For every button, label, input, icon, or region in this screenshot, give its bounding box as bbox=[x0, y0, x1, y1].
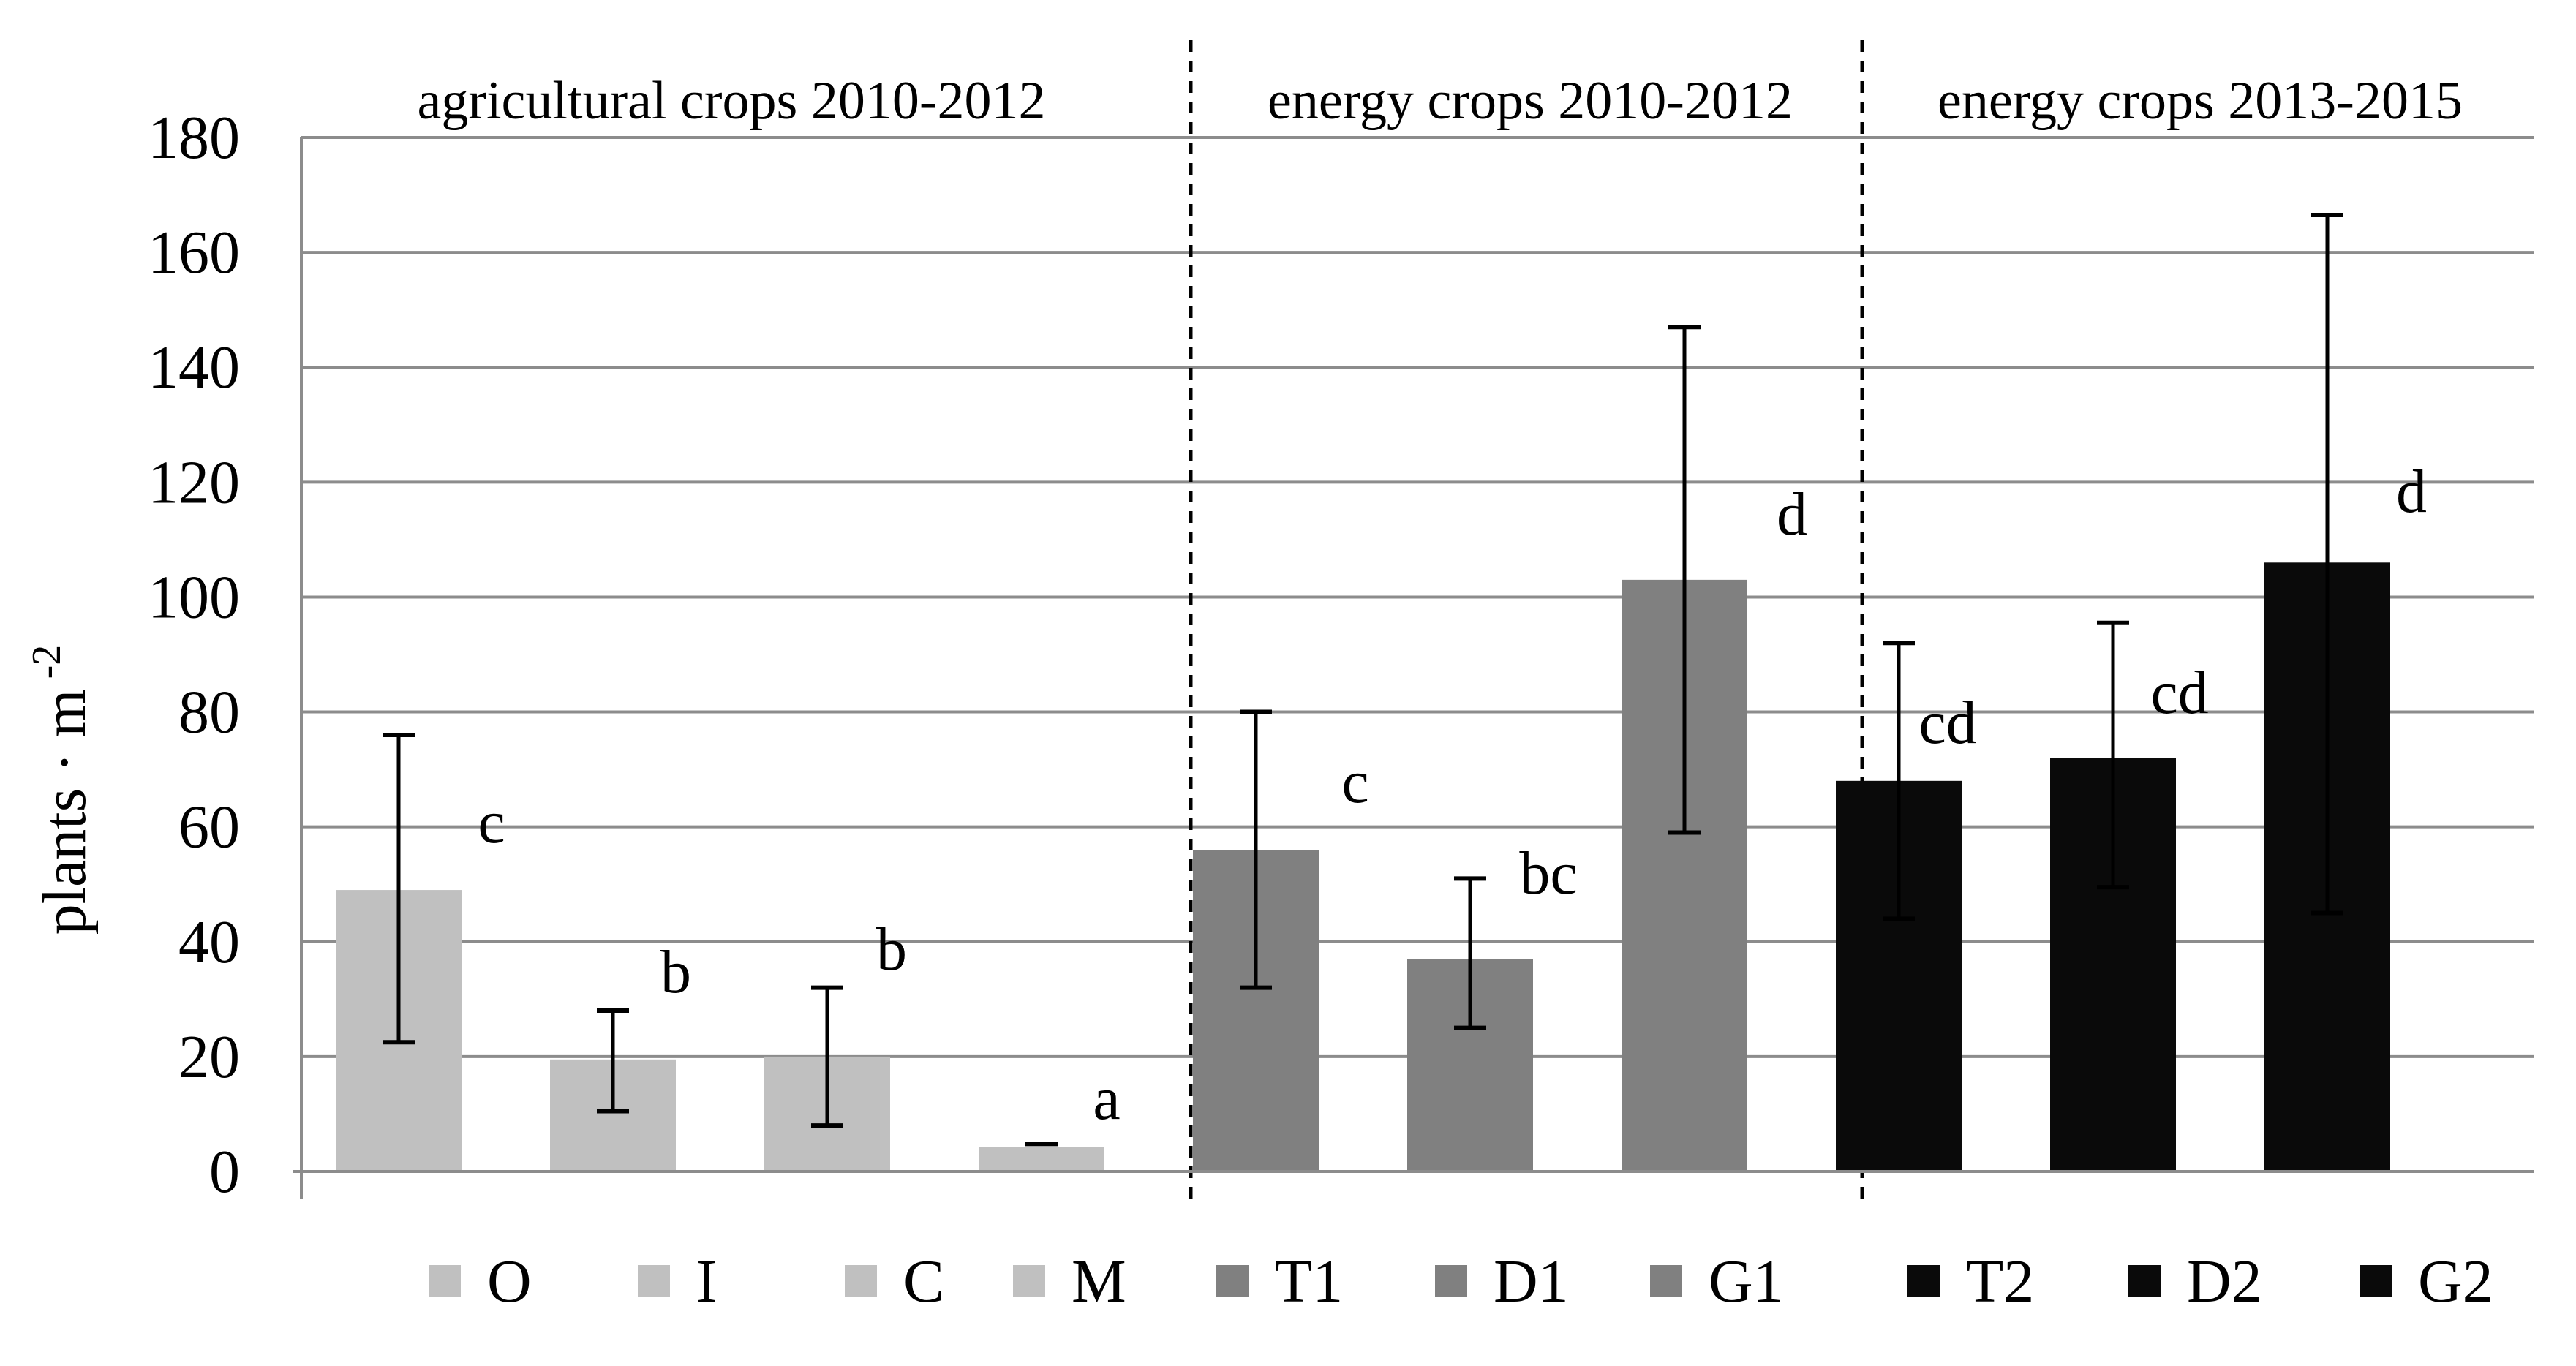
bars bbox=[336, 562, 2390, 1171]
group-label: energy crops 2010-2012 bbox=[1268, 71, 1793, 131]
legend-label-T2: T2 bbox=[1966, 1248, 2034, 1316]
legend-label-G1: G1 bbox=[1709, 1248, 1784, 1316]
y-tick-label: 60 bbox=[178, 793, 240, 861]
group-labels: agricultural crops 2010-2012 energy crops… bbox=[418, 71, 2463, 131]
legend-swatch-G2 bbox=[2360, 1265, 2392, 1297]
legend-swatch-I bbox=[638, 1265, 670, 1297]
y-axis-label: plants · m -2 bbox=[24, 645, 99, 935]
significance-letter-C: b bbox=[876, 916, 907, 984]
significance-letter-G1: d bbox=[1777, 480, 1807, 548]
significance-letter-G2: d bbox=[2396, 458, 2427, 526]
legend: O I C M T1 D1 G1 T2 D2 G2 bbox=[429, 1248, 2493, 1316]
significance-letter-T2: cd bbox=[1918, 689, 1976, 757]
legend-label-D1: D1 bbox=[1494, 1248, 1569, 1316]
y-axis-label-text: plants · m bbox=[31, 689, 99, 935]
legend-swatch-O bbox=[429, 1265, 461, 1297]
y-tick-label: 0 bbox=[209, 1138, 240, 1206]
legend-swatch-T2 bbox=[1907, 1265, 1940, 1297]
legend-label-D2: D2 bbox=[2187, 1248, 2262, 1316]
legend-label-M: M bbox=[1072, 1248, 1126, 1316]
significance-letter-I: b bbox=[660, 938, 691, 1006]
legend-swatch-D1 bbox=[1435, 1265, 1467, 1297]
y-tick-label: 80 bbox=[178, 679, 240, 747]
y-tick-label: 120 bbox=[148, 448, 240, 516]
significance-letters: c b b a c bc d cd cd d bbox=[478, 458, 2427, 1133]
legend-swatch-C bbox=[845, 1265, 877, 1297]
axes bbox=[293, 137, 2534, 1199]
error-bars bbox=[383, 213, 2343, 1147]
y-tick-label: 100 bbox=[148, 563, 240, 631]
y-tick-label: 20 bbox=[178, 1023, 240, 1091]
legend-swatch-T1 bbox=[1216, 1265, 1249, 1297]
significance-letter-T1: c bbox=[1341, 748, 1368, 816]
legend-swatch-G1 bbox=[1650, 1265, 1682, 1297]
significance-letter-D1: bc bbox=[1519, 839, 1577, 907]
y-tick-label: 180 bbox=[148, 104, 240, 172]
y-tick-labels: 0 20 40 60 80 100 120 140 160 180 bbox=[148, 104, 240, 1206]
significance-letter-D2: cd bbox=[2150, 659, 2208, 727]
y-axis-label-superscript: -2 bbox=[24, 645, 69, 679]
y-tick-label: 40 bbox=[178, 908, 240, 976]
legend-label-C: C bbox=[903, 1248, 944, 1316]
legend-swatch-D2 bbox=[2128, 1265, 2161, 1297]
bar-M bbox=[979, 1147, 1104, 1171]
gridlines bbox=[301, 136, 2534, 1058]
legend-swatch-M bbox=[1013, 1265, 1045, 1297]
significance-letter-M: a bbox=[1093, 1065, 1120, 1133]
legend-label-G2: G2 bbox=[2418, 1248, 2493, 1316]
y-tick-label: 140 bbox=[148, 333, 240, 401]
legend-label-T1: T1 bbox=[1275, 1248, 1343, 1316]
significance-letter-O: c bbox=[478, 788, 505, 856]
group-label: agricultural crops 2010-2012 bbox=[418, 71, 1046, 131]
legend-label-I: I bbox=[696, 1248, 717, 1316]
legend-label-O: O bbox=[487, 1248, 532, 1316]
group-label: energy crops 2013-2015 bbox=[1937, 71, 2463, 131]
y-tick-label: 160 bbox=[148, 219, 240, 287]
